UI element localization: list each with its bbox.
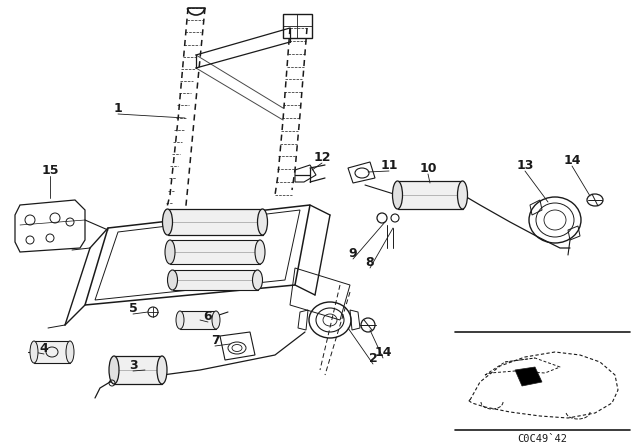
Text: 2: 2 <box>369 352 378 365</box>
Bar <box>168 209 262 235</box>
Text: 1: 1 <box>114 102 122 115</box>
Bar <box>397 181 463 209</box>
Ellipse shape <box>255 240 265 264</box>
Text: C0C49`42: C0C49`42 <box>517 434 567 444</box>
Text: 7: 7 <box>211 333 220 346</box>
Text: 13: 13 <box>516 159 534 172</box>
Text: 12: 12 <box>313 151 331 164</box>
Text: 6: 6 <box>204 310 212 323</box>
Ellipse shape <box>212 311 220 329</box>
Text: 9: 9 <box>349 246 357 259</box>
Ellipse shape <box>165 240 175 264</box>
Text: 15: 15 <box>41 164 59 177</box>
Text: 5: 5 <box>129 302 138 314</box>
Text: 8: 8 <box>365 255 374 268</box>
Ellipse shape <box>30 341 38 363</box>
Ellipse shape <box>392 181 403 209</box>
Bar <box>170 240 260 264</box>
Bar <box>180 311 216 329</box>
Ellipse shape <box>66 341 74 363</box>
Ellipse shape <box>257 209 268 235</box>
Ellipse shape <box>168 270 177 290</box>
Polygon shape <box>515 367 542 386</box>
Ellipse shape <box>253 270 262 290</box>
Ellipse shape <box>157 356 167 384</box>
Ellipse shape <box>163 209 173 235</box>
Text: 11: 11 <box>380 159 397 172</box>
Text: 10: 10 <box>419 161 436 175</box>
Text: 14: 14 <box>374 345 392 358</box>
Text: 3: 3 <box>129 358 138 371</box>
Text: 14: 14 <box>563 154 580 167</box>
Bar <box>173 270 257 290</box>
Ellipse shape <box>109 356 119 384</box>
Ellipse shape <box>176 311 184 329</box>
Ellipse shape <box>458 181 467 209</box>
Text: 4: 4 <box>40 341 49 354</box>
Bar <box>34 341 70 363</box>
Bar <box>114 356 162 384</box>
